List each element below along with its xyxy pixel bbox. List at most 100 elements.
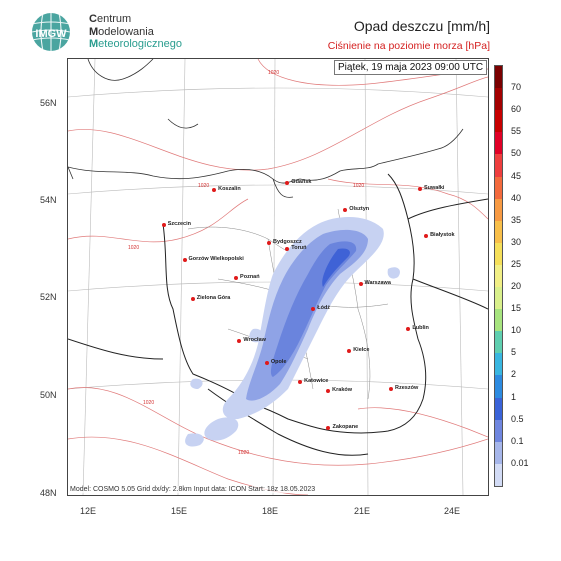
colorbar-segment — [495, 66, 502, 89]
city-label: Zakopane — [332, 424, 359, 431]
colorbar-segment — [495, 331, 502, 354]
valid-time-stamp: Piątek, 19 maja 2023 09:00 UTC — [334, 60, 488, 75]
city-marker — [326, 426, 331, 431]
lon-label: 12E — [80, 506, 97, 516]
city-label: Kraków — [332, 387, 353, 394]
imgw-logo: IMGW — [32, 13, 70, 51]
city-marker — [358, 282, 363, 287]
city-marker — [389, 387, 393, 392]
svg-text:1020: 1020 — [353, 183, 364, 189]
lon-label: 21E — [354, 506, 371, 516]
city-marker — [264, 360, 269, 365]
colorbar-label: 5 — [511, 347, 517, 358]
colorbar-segment — [495, 397, 502, 421]
lat-label: 52N — [40, 292, 57, 302]
city-marker — [182, 258, 187, 263]
lon-label: 18E — [262, 506, 279, 516]
city-label: Katowice — [304, 378, 329, 385]
city-marker — [406, 327, 411, 332]
city-marker — [285, 247, 290, 251]
city-label: Gorzów Wielkopolski — [188, 256, 244, 263]
svg-text:1020: 1020 — [198, 183, 209, 189]
city-marker — [417, 187, 422, 192]
city-marker — [237, 338, 242, 343]
country-borders — [68, 173, 488, 456]
colorbar-label: 0.01 — [511, 457, 529, 468]
city-label: Olsztyn — [349, 205, 370, 212]
colorbar-segment — [495, 242, 502, 266]
city-label: Opole — [270, 358, 287, 365]
colorbar-label: 70 — [511, 82, 522, 93]
lat-label: 54N — [40, 195, 57, 205]
city-label: Kielce — [353, 347, 370, 354]
map-title: Opad deszczu [mm/h] — [353, 18, 490, 34]
lat-label: 48N — [40, 488, 57, 498]
colorbar-label: 45 — [511, 170, 522, 181]
city-label: Poznań — [240, 273, 260, 280]
colorbar-segment — [495, 441, 502, 465]
city-marker — [285, 181, 290, 186]
city-marker — [424, 234, 429, 239]
map-canvas: 1020 1020 1020 1020 1020 1020 — [68, 59, 488, 495]
organization-name: Centrum Modelowania Meteorologicznego — [89, 13, 182, 50]
city-label: Wrocław — [243, 336, 266, 343]
colorbar-segment — [495, 375, 502, 399]
city-marker — [311, 306, 316, 311]
city-label: Rzeszów — [395, 385, 419, 392]
model-info-footer: Model: COSMO 5.05 Grid dx/dy: 2.8km Inpu… — [70, 486, 316, 493]
svg-text:1020: 1020 — [238, 450, 249, 456]
city-marker — [298, 380, 303, 385]
colorbar-segment — [495, 88, 502, 111]
colorbar-label: 10 — [511, 325, 522, 336]
city-label: Warszawa — [364, 280, 391, 287]
colorbar-segment — [495, 353, 502, 376]
colorbar-segment — [495, 154, 502, 177]
colorbar-segment — [495, 463, 502, 487]
colorbar-label: 55 — [511, 126, 522, 137]
svg-text:1020: 1020 — [128, 245, 139, 251]
colorbar-segment — [495, 309, 502, 332]
colorbar-label: 25 — [511, 258, 522, 269]
city-label: Gdańsk — [291, 179, 312, 186]
colorbar-label: 2 — [511, 369, 517, 380]
colorbar-segment — [495, 419, 502, 443]
colorbar-segment — [495, 110, 502, 133]
city-label: Koszalin — [218, 185, 241, 192]
precipitation-colorbar — [494, 65, 503, 487]
city-label: Zielona Góra — [196, 295, 231, 302]
lat-label: 50N — [40, 390, 57, 400]
lat-label: 56N — [40, 98, 57, 108]
city-marker — [212, 187, 217, 192]
city-marker — [161, 223, 166, 228]
colorbar-segment — [495, 176, 502, 200]
colorbar-label: 35 — [511, 214, 522, 225]
coastline — [68, 59, 464, 198]
city-marker — [190, 297, 195, 302]
city-marker — [343, 207, 348, 212]
colorbar-label: 15 — [511, 303, 522, 314]
colorbar-segment — [495, 220, 502, 244]
colorbar-label: 40 — [511, 192, 522, 203]
svg-text:1020: 1020 — [143, 400, 154, 406]
city-marker — [267, 241, 271, 246]
colorbar-label: 30 — [511, 236, 522, 247]
city-label: Szczecin — [167, 221, 191, 228]
city-marker — [234, 275, 239, 280]
colorbar-label: 50 — [511, 148, 522, 159]
colorbar-label: 1 — [511, 391, 517, 402]
lon-label: 15E — [171, 506, 188, 516]
precipitation-map: 1020 1020 1020 1020 1020 1020 — [67, 58, 489, 496]
svg-text:1020: 1020 — [268, 70, 279, 76]
colorbar-label: 20 — [511, 281, 522, 292]
city-label: Toruń — [291, 245, 307, 251]
isobar-labels: 1020 1020 1020 1020 1020 1020 — [128, 70, 364, 456]
lon-label: 24E — [444, 506, 461, 516]
city-label: Lublin — [412, 325, 429, 332]
colorbar-label: 0.5 — [511, 413, 524, 424]
city-label: Bydgoszcz — [273, 239, 302, 246]
colorbar-label: 0.1 — [511, 435, 524, 446]
city-label: Łódź — [317, 304, 331, 311]
city-marker — [326, 389, 331, 394]
precipitation-field — [185, 217, 400, 447]
city-label: Suwałki — [423, 185, 445, 192]
